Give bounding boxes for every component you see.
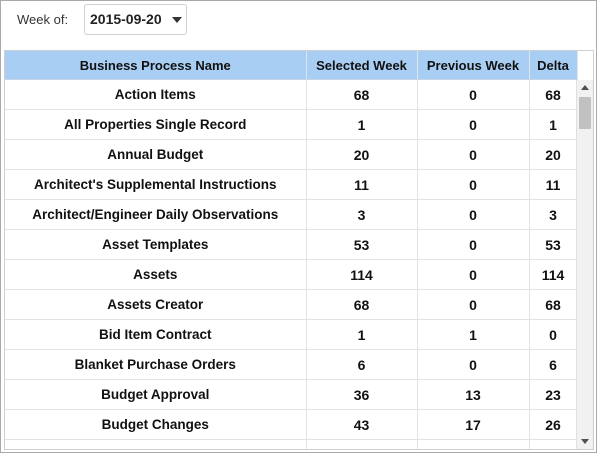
table-row[interactable]: Assets Creator 68 0 68 — [5, 289, 578, 320]
table-row[interactable]: Bid Item Contract 1 1 0 — [5, 319, 578, 350]
cell-selected-week: 68 — [306, 79, 418, 110]
cell-delta: 68 — [529, 289, 578, 320]
cell-previous-week: 0 — [417, 259, 530, 290]
cell-process-name: Assets Creator — [5, 289, 307, 320]
chevron-down-icon — [172, 17, 182, 23]
cell-delta: 23 — [529, 379, 578, 410]
week-select-value: 2015-09-20 — [90, 11, 162, 27]
table-row[interactable]: Architect's Supplemental Instructions 11 0… — [5, 169, 578, 200]
week-of-label: Week of: — [17, 12, 69, 27]
table-row[interactable]: Budget Changes - FM14014 — [5, 439, 578, 449]
cell-previous-week: 0 — [417, 79, 530, 110]
table-row[interactable]: All Properties Single Record 1 0 1 — [5, 109, 578, 140]
cell-selected-week: 53 — [306, 229, 418, 260]
business-process-table: Business Process Name Selected Week Prev… — [5, 51, 578, 449]
scroll-down-arrow-icon[interactable] — [577, 433, 593, 449]
table-header-row: Business Process Name Selected Week Prev… — [5, 51, 578, 80]
cell-previous-week: 0 — [417, 169, 530, 200]
cell-previous-week: 17 — [417, 409, 530, 440]
cell-delta: 0 — [529, 319, 578, 350]
cell-delta: 26 — [529, 409, 578, 440]
table-row[interactable]: Asset Templates 53 0 53 — [5, 229, 578, 260]
cell-process-name: Architect's Supplemental Instructions — [5, 169, 307, 200]
cell-process-name: Asset Templates — [5, 229, 307, 260]
table-row[interactable]: Assets 114 0 114 — [5, 259, 578, 290]
cell-delta: 68 — [529, 79, 578, 110]
cell-process-name: Annual Budget — [5, 139, 307, 170]
scroll-thumb[interactable] — [579, 97, 591, 129]
cell-selected-week: 1 — [306, 319, 418, 350]
cell-previous-week: 0 — [417, 349, 530, 380]
cell-selected-week: 11 — [306, 169, 418, 200]
vertical-scrollbar[interactable] — [576, 80, 593, 449]
cell-previous-week: 13 — [417, 379, 530, 410]
column-header-selected-week[interactable]: Selected Week — [306, 51, 418, 80]
cell-delta: 6 — [529, 349, 578, 380]
cell-selected-week: 14 — [306, 439, 418, 449]
column-header-delta[interactable]: Delta — [529, 51, 578, 80]
cell-selected-week: 6 — [306, 349, 418, 380]
cell-process-name: Budget Changes - FM — [5, 439, 307, 449]
cell-previous-week: 0 — [417, 229, 530, 260]
cell-delta: 1 — [529, 109, 578, 140]
cell-process-name: Action Items — [5, 79, 307, 110]
cell-selected-week: 43 — [306, 409, 418, 440]
cell-delta: 11 — [529, 169, 578, 200]
cell-selected-week: 1 — [306, 109, 418, 140]
week-select-dropdown[interactable]: 2015-09-20 — [84, 4, 187, 35]
column-header-name[interactable]: Business Process Name — [5, 51, 307, 80]
cell-process-name: Architect/Engineer Daily Observations — [5, 199, 307, 230]
cell-previous-week: 0 — [417, 439, 530, 449]
cell-selected-week: 36 — [306, 379, 418, 410]
cell-previous-week: 0 — [417, 109, 530, 140]
table-row[interactable]: Annual Budget 20 0 20 — [5, 139, 578, 170]
cell-selected-week: 20 — [306, 139, 418, 170]
cell-process-name: Assets — [5, 259, 307, 290]
cell-previous-week: 0 — [417, 199, 530, 230]
cell-delta: 14 — [529, 439, 578, 449]
cell-process-name: Budget Approval — [5, 379, 307, 410]
cell-selected-week: 114 — [306, 259, 418, 290]
cell-delta: 114 — [529, 259, 578, 290]
cell-previous-week: 1 — [417, 319, 530, 350]
cell-process-name: Budget Changes — [5, 409, 307, 440]
table-row[interactable]: Budget Approval 36 13 23 — [5, 379, 578, 410]
cell-previous-week: 0 — [417, 289, 530, 320]
business-process-grid: Business Process Name Selected Week Prev… — [4, 50, 594, 450]
cell-previous-week: 0 — [417, 139, 530, 170]
cell-process-name: Bid Item Contract — [5, 319, 307, 350]
scroll-up-arrow-icon[interactable] — [577, 80, 593, 96]
cell-delta: 20 — [529, 139, 578, 170]
cell-delta: 3 — [529, 199, 578, 230]
cell-selected-week: 3 — [306, 199, 418, 230]
cell-process-name: All Properties Single Record — [5, 109, 307, 140]
column-header-previous-week[interactable]: Previous Week — [417, 51, 530, 80]
table-body: Action Items 68 0 68 All Properties Single R… — [5, 79, 578, 449]
filter-bar: Week of: 2015-09-20 — [1, 1, 596, 49]
table-row[interactable]: Blanket Purchase Orders 6 0 6 — [5, 349, 578, 380]
cell-process-name: Blanket Purchase Orders — [5, 349, 307, 380]
cell-selected-week: 68 — [306, 289, 418, 320]
table-row[interactable]: Action Items 68 0 68 — [5, 79, 578, 110]
cell-delta: 53 — [529, 229, 578, 260]
table-row[interactable]: Budget Changes 43 17 26 — [5, 409, 578, 440]
table-row[interactable]: Architect/Engineer Daily Observations 3 0 3 — [5, 199, 578, 230]
